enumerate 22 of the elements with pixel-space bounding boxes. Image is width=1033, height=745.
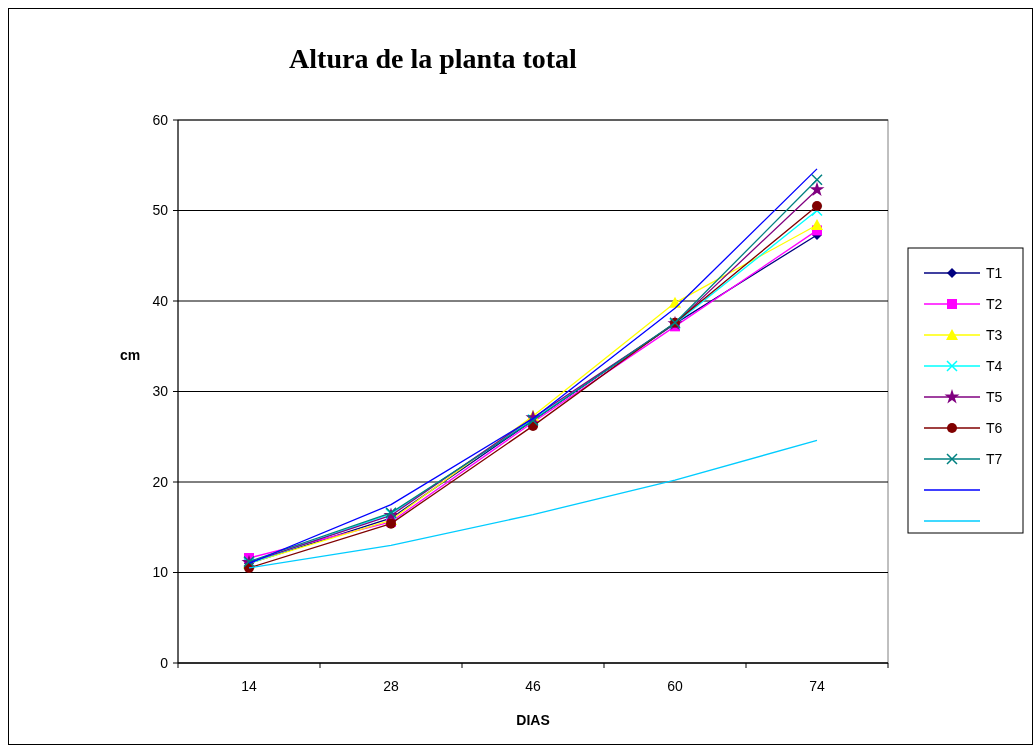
x-tick-label: 74 — [809, 678, 825, 694]
x-tick-label: 28 — [383, 678, 399, 694]
y-axis-title: cm — [119, 347, 141, 363]
x-tick-label: 14 — [241, 678, 257, 694]
y-tick-label: 20 — [152, 473, 169, 490]
legend-label: T5 — [986, 388, 1003, 405]
legend-label: T7 — [986, 450, 1003, 467]
chart-title: Altura de la planta total — [289, 43, 578, 74]
y-tick-label: 40 — [152, 292, 169, 309]
legend-label: T1 — [986, 264, 1003, 281]
legend-label: T2 — [986, 295, 1003, 312]
x-axis-title: DIAS — [516, 712, 550, 728]
legend-label: T3 — [986, 326, 1003, 343]
y-tick-label: 0 — [160, 654, 169, 671]
legend-label: T6 — [986, 419, 1003, 436]
y-tick-label: 30 — [152, 383, 169, 400]
x-tick-label: 60 — [667, 678, 683, 694]
legend-label: T4 — [986, 357, 1003, 374]
y-tick-label: 10 — [152, 564, 169, 581]
y-tick-label: 60 — [152, 111, 169, 128]
y-tick-label: 50 — [152, 202, 169, 219]
x-tick-label: 46 — [525, 678, 541, 694]
